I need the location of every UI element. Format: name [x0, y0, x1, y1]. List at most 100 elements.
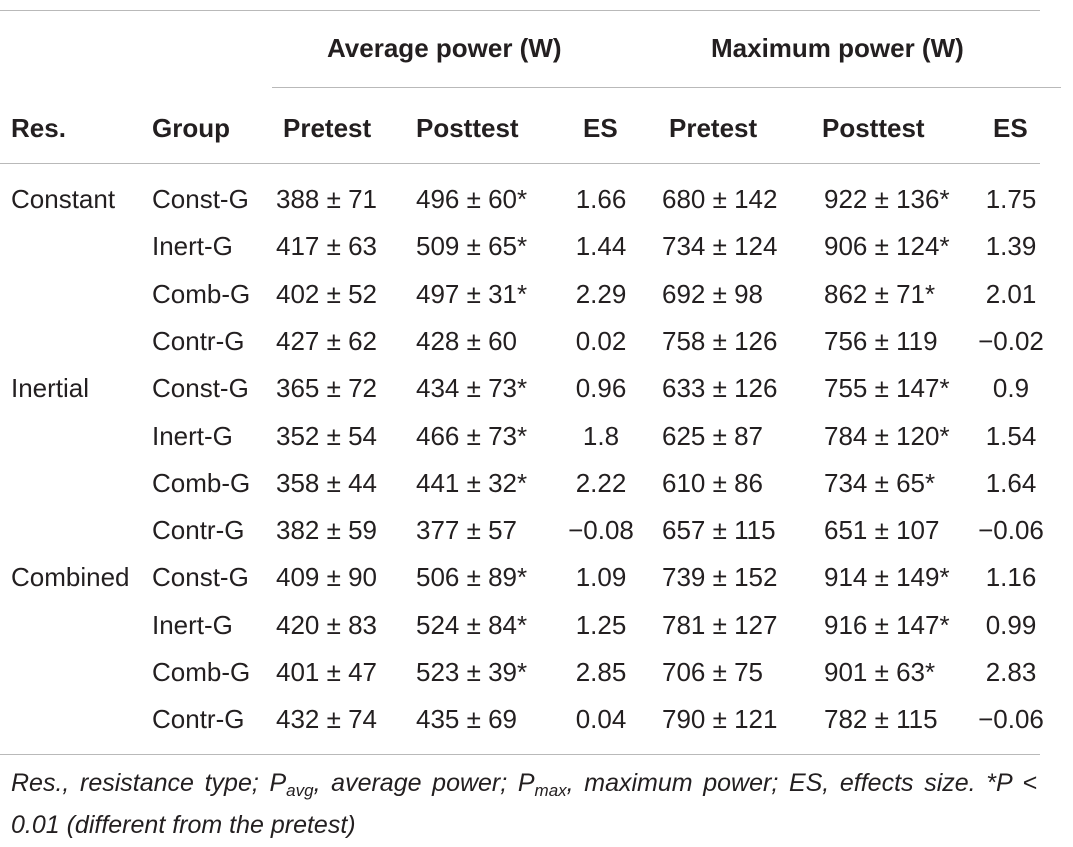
max-posttest-cell: 901 ± 63*	[824, 657, 936, 687]
max-es-cell: 0.9	[992, 373, 1030, 403]
max-pretest-cell: 790 ± 121	[662, 704, 778, 734]
max-posttest-cell: 916 ± 147*	[824, 610, 950, 640]
group-cell: Contr-G	[152, 515, 245, 545]
avg-es-cell: 2.22	[575, 468, 627, 498]
avg-posttest-cell: 435 ± 69	[416, 704, 518, 734]
res-cell: Inertial	[11, 373, 90, 403]
max-posttest-cell: 651 ± 107	[824, 515, 940, 545]
avg-posttest-cell: 524 ± 84*	[416, 610, 528, 640]
max-pretest-cell: 706 ± 75	[662, 657, 764, 687]
avg-posttest-cell: 377 ± 57	[416, 515, 518, 545]
top-rule	[0, 10, 1040, 11]
max-es-cell: 1.16	[985, 562, 1037, 592]
avg-es-cell: 1.44	[575, 231, 627, 261]
max-posttest-cell: 755 ± 147*	[824, 373, 950, 403]
avg-es-cell: 0.02	[575, 326, 627, 356]
group-cell: Contr-G	[152, 326, 245, 356]
group-cell: Comb-G	[152, 657, 251, 687]
avg-es-cell: 2.29	[575, 279, 627, 309]
group-cell: Inert-G	[152, 421, 233, 451]
column-header-group: Group	[152, 113, 230, 143]
avg-pretest-cell: 358 ± 44	[276, 468, 378, 498]
max-es-cell: 1.64	[985, 468, 1037, 498]
max-pretest-cell: 781 ± 127	[662, 610, 778, 640]
max-posttest-cell: 756 ± 119	[824, 326, 938, 356]
group-cell: Inert-G	[152, 610, 233, 640]
column-header-max-es: ES	[993, 113, 1028, 143]
avg-pretest-cell: 432 ± 74	[276, 704, 378, 734]
avg-posttest-cell: 497 ± 31*	[416, 279, 528, 309]
max-posttest-cell: 914 ± 149*	[824, 562, 950, 592]
avg-posttest-cell: 434 ± 73*	[416, 373, 528, 403]
footnote-text-2: , average power; P	[313, 769, 535, 797]
table-footnote: Res., resistance type; Pavg, average pow…	[11, 766, 1037, 842]
avg-pretest-cell: 420 ± 83	[276, 610, 378, 640]
avg-es-cell: 1.09	[575, 562, 627, 592]
footnote-text-3: , maximum power; ES, effects size. *P < …	[11, 769, 1037, 839]
group-cell: Comb-G	[152, 279, 251, 309]
column-header-max-posttest: Posttest	[822, 113, 925, 143]
header-rule	[0, 163, 1040, 164]
max-posttest-cell: 922 ± 136*	[824, 184, 950, 214]
column-header-avg-posttest: Posttest	[416, 113, 519, 143]
avg-posttest-cell: 496 ± 60*	[416, 184, 528, 214]
res-cell: Constant	[11, 184, 116, 214]
max-pretest-cell: 734 ± 124	[662, 231, 778, 261]
avg-es-cell: −0.08	[568, 515, 634, 545]
avg-es-cell: 1.8	[582, 421, 620, 451]
max-pretest-cell: 610 ± 86	[662, 468, 764, 498]
max-es-cell: −0.06	[978, 515, 1044, 545]
avg-posttest-cell: 509 ± 65*	[416, 231, 528, 261]
group-header-average-power: Average power (W)	[327, 33, 562, 63]
avg-pretest-cell: 382 ± 59	[276, 515, 378, 545]
avg-es-cell: 1.25	[575, 610, 627, 640]
max-es-cell: 0.99	[985, 610, 1037, 640]
column-header-max-pretest: Pretest	[669, 113, 758, 143]
group-cell: Comb-G	[152, 468, 251, 498]
avg-posttest-cell: 441 ± 32*	[416, 468, 528, 498]
avg-pretest-cell: 365 ± 72	[276, 373, 378, 403]
avg-pretest-cell: 409 ± 90	[276, 562, 378, 592]
max-es-cell: −0.06	[978, 704, 1044, 734]
avg-pretest-cell: 401 ± 47	[276, 657, 378, 687]
max-posttest-cell: 782 ± 115	[824, 704, 938, 734]
column-header-avg-es: ES	[583, 113, 618, 143]
max-pretest-cell: 633 ± 126	[662, 373, 778, 403]
max-es-cell: 1.54	[985, 421, 1037, 451]
max-posttest-cell: 906 ± 124*	[824, 231, 950, 261]
max-posttest-cell: 734 ± 65*	[824, 468, 936, 498]
group-cell: Inert-G	[152, 231, 233, 261]
max-pretest-cell: 692 ± 98	[662, 279, 764, 309]
footnote-sub-max: max	[534, 781, 567, 800]
avg-es-cell: 0.04	[575, 704, 627, 734]
avg-es-cell: 1.66	[575, 184, 627, 214]
max-pretest-cell: 680 ± 142	[662, 184, 778, 214]
column-header-avg-pretest: Pretest	[283, 113, 372, 143]
avg-pretest-cell: 417 ± 63	[276, 231, 378, 261]
max-posttest-cell: 862 ± 71*	[824, 279, 936, 309]
avg-posttest-cell: 523 ± 39*	[416, 657, 528, 687]
avg-posttest-cell: 466 ± 73*	[416, 421, 528, 451]
max-es-cell: 1.39	[985, 231, 1037, 261]
max-es-cell: 2.01	[985, 279, 1037, 309]
group-cell: Contr-G	[152, 704, 245, 734]
avg-pretest-cell: 402 ± 52	[276, 279, 378, 309]
res-cell: Combined	[11, 562, 130, 592]
footnote-text-1: Res., resistance type; P	[11, 769, 287, 797]
max-pretest-cell: 758 ± 126	[662, 326, 778, 356]
max-posttest-cell: 784 ± 120*	[824, 421, 950, 451]
avg-pretest-cell: 352 ± 54	[276, 421, 378, 451]
max-pretest-cell: 657 ± 115	[662, 515, 776, 545]
max-es-cell: 1.75	[985, 184, 1037, 214]
group-cell: Const-G	[152, 373, 249, 403]
avg-es-cell: 0.96	[575, 373, 627, 403]
group-header-rule	[272, 87, 1061, 88]
max-pretest-cell: 625 ± 87	[662, 421, 764, 451]
avg-posttest-cell: 428 ± 60	[416, 326, 518, 356]
group-header-maximum-power: Maximum power (W)	[711, 33, 964, 63]
avg-posttest-cell: 506 ± 89*	[416, 562, 528, 592]
max-es-cell: 2.83	[985, 657, 1037, 687]
group-cell: Const-G	[152, 562, 249, 592]
bottom-rule	[0, 754, 1040, 755]
column-header-res: Res.	[11, 113, 66, 143]
